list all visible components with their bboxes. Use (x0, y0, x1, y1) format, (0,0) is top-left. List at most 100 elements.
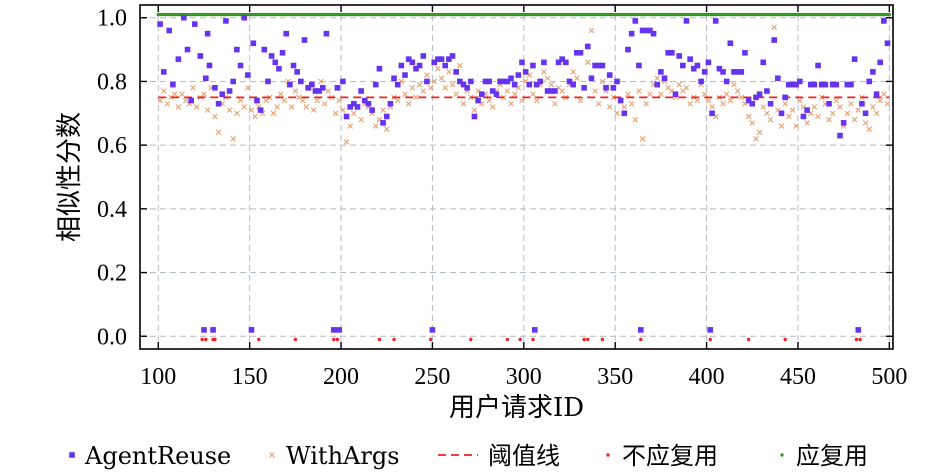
agentreuse-point (570, 81, 576, 88)
agentreuse-point (548, 88, 555, 94)
agentreuse-point (581, 85, 587, 91)
withargs-point (157, 97, 163, 104)
y-tick-label: 0.0 (97, 324, 127, 350)
agentreuse-point (226, 88, 233, 94)
agentreuse-point (731, 69, 737, 75)
withargs-point (588, 27, 595, 34)
withargs-point (457, 62, 463, 69)
agentreuse-point (376, 65, 383, 72)
withargs-point (449, 81, 456, 88)
withargs-point (336, 97, 343, 104)
agentreuse-point (305, 85, 311, 91)
agentreuse-point (347, 104, 353, 110)
should-not-reuse-point (213, 337, 217, 342)
agentreuse-point (690, 65, 697, 72)
should-not-reuse-point (854, 337, 859, 342)
withargs-point (230, 135, 236, 142)
withargs-point (749, 120, 756, 126)
agentreuse-point (592, 62, 598, 69)
withargs-point (676, 81, 682, 88)
withargs-point (310, 107, 317, 113)
agentreuse-point (241, 14, 247, 21)
y-tick-label: 0.6 (97, 133, 127, 159)
agentreuse-point (782, 94, 788, 101)
withargs-point (288, 104, 295, 110)
agentreuse-point (500, 78, 507, 85)
withargs-point (277, 91, 284, 97)
x-tick-label: 500 (871, 364, 907, 390)
x-tick-label: 150 (232, 364, 268, 390)
agentreuse-point (621, 110, 628, 117)
withargs-point (314, 97, 321, 104)
agentreuse-point (599, 62, 606, 69)
agentreuse-point (237, 62, 244, 69)
agentreuse-point (160, 69, 167, 75)
x-tick-label: 450 (780, 364, 816, 390)
legend-label: 应复用 (796, 442, 868, 470)
agentreuse-point (493, 91, 500, 97)
agentreuse-point (202, 75, 209, 82)
withargs-point (701, 91, 708, 97)
withargs-point (489, 104, 496, 110)
agentreuse-point (181, 14, 187, 21)
withargs-point (643, 100, 650, 107)
legend-label: AgentReuse (84, 442, 231, 470)
should-not-reuse-point (293, 337, 298, 342)
withargs-point (325, 88, 332, 94)
y-tick-label: 1.0 (97, 6, 127, 32)
withargs-point (844, 110, 851, 117)
withargs-point (614, 110, 620, 117)
x-axis-title: 用户请求ID (449, 393, 584, 423)
withargs-point (215, 129, 222, 136)
agentreuse-point (826, 100, 832, 107)
agentreuse-point (603, 85, 609, 91)
agentreuse-point (526, 81, 533, 88)
series-should-reuse (156, 12, 892, 17)
agentreuse-point (478, 91, 485, 97)
agentreuse-point (669, 49, 675, 56)
agentreuse-point (398, 62, 405, 69)
agentreuse-point (870, 69, 876, 75)
agentreuse-point (170, 81, 176, 88)
agentreuse-point (738, 69, 745, 75)
should-not-reuse-point (858, 337, 862, 342)
agentreuse-point (848, 81, 854, 88)
agentreuse-point (475, 97, 481, 104)
series-should-not-reuse (200, 337, 862, 342)
agentreuse-point (606, 72, 613, 78)
agentreuse-point (789, 81, 796, 88)
agentreuse-point (742, 49, 748, 56)
agentreuse-point (223, 18, 229, 24)
agentreuse-point (206, 62, 213, 69)
legend-item: 阈值线 (438, 442, 560, 470)
withargs-point (683, 85, 690, 91)
agentreuse-point (862, 110, 869, 117)
withargs-point (380, 107, 386, 113)
agentreuse-point (522, 69, 529, 75)
withargs-point (753, 135, 759, 142)
agentreuse-point (234, 46, 240, 53)
agentreuse-point (533, 81, 540, 88)
agentreuse-point (294, 69, 300, 75)
agentreuse-point (420, 53, 427, 59)
agentreuse-point (818, 81, 825, 88)
agentreuse-point (771, 37, 778, 43)
should-not-reuse-point (428, 337, 433, 342)
agentreuse-point (482, 78, 489, 85)
agentreuse-point (749, 100, 756, 107)
agentreuse-point (268, 53, 275, 59)
agentreuse-point (334, 85, 341, 91)
withargs-point (460, 100, 467, 107)
withargs-point (778, 123, 785, 129)
agentreuse-point (204, 30, 211, 37)
should-not-reuse-point (582, 337, 586, 342)
agentreuse-point (566, 78, 573, 85)
should-reuse-point (887, 12, 892, 17)
withargs-point (416, 81, 423, 88)
agentreuse-point (541, 59, 547, 66)
withargs-point (837, 104, 843, 110)
agentreuse-point (654, 81, 661, 88)
agentreuse-point (537, 78, 544, 85)
withargs-point (413, 94, 419, 101)
withargs-point (636, 88, 642, 94)
